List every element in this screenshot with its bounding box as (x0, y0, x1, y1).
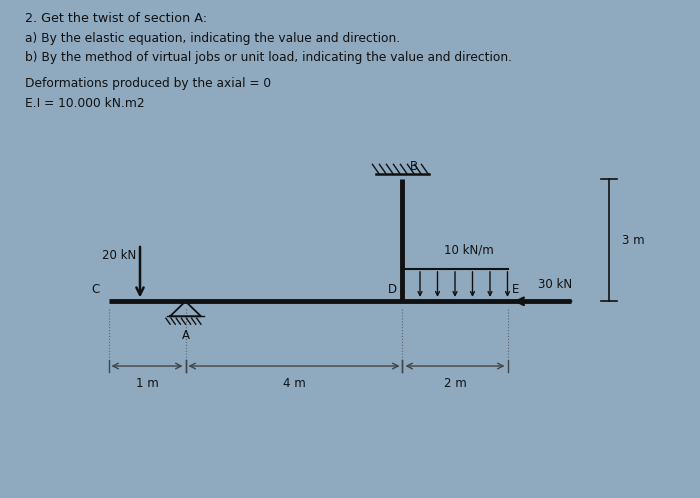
Text: E.I = 10.000 kN.m2: E.I = 10.000 kN.m2 (25, 97, 144, 110)
Text: Deformations produced by the axial = 0: Deformations produced by the axial = 0 (25, 77, 271, 90)
Text: 1 m: 1 m (136, 377, 158, 390)
Text: 20 kN: 20 kN (102, 249, 136, 262)
Text: B: B (410, 160, 418, 173)
Text: 2. Get the twist of section A:: 2. Get the twist of section A: (25, 12, 206, 25)
Text: E: E (512, 283, 519, 296)
Text: 30 kN: 30 kN (538, 278, 572, 291)
Text: 10 kN/m: 10 kN/m (444, 244, 494, 256)
Text: D: D (388, 283, 397, 296)
Text: 2 m: 2 m (444, 377, 466, 390)
Text: b) By the method of virtual jobs or unit load, indicating the value and directio: b) By the method of virtual jobs or unit… (25, 51, 512, 64)
Text: 3 m: 3 m (622, 234, 644, 247)
Text: C: C (92, 283, 100, 296)
Text: 4 m: 4 m (283, 377, 305, 390)
Text: A: A (181, 329, 190, 342)
Text: a) By the elastic equation, indicating the value and direction.: a) By the elastic equation, indicating t… (25, 32, 400, 45)
